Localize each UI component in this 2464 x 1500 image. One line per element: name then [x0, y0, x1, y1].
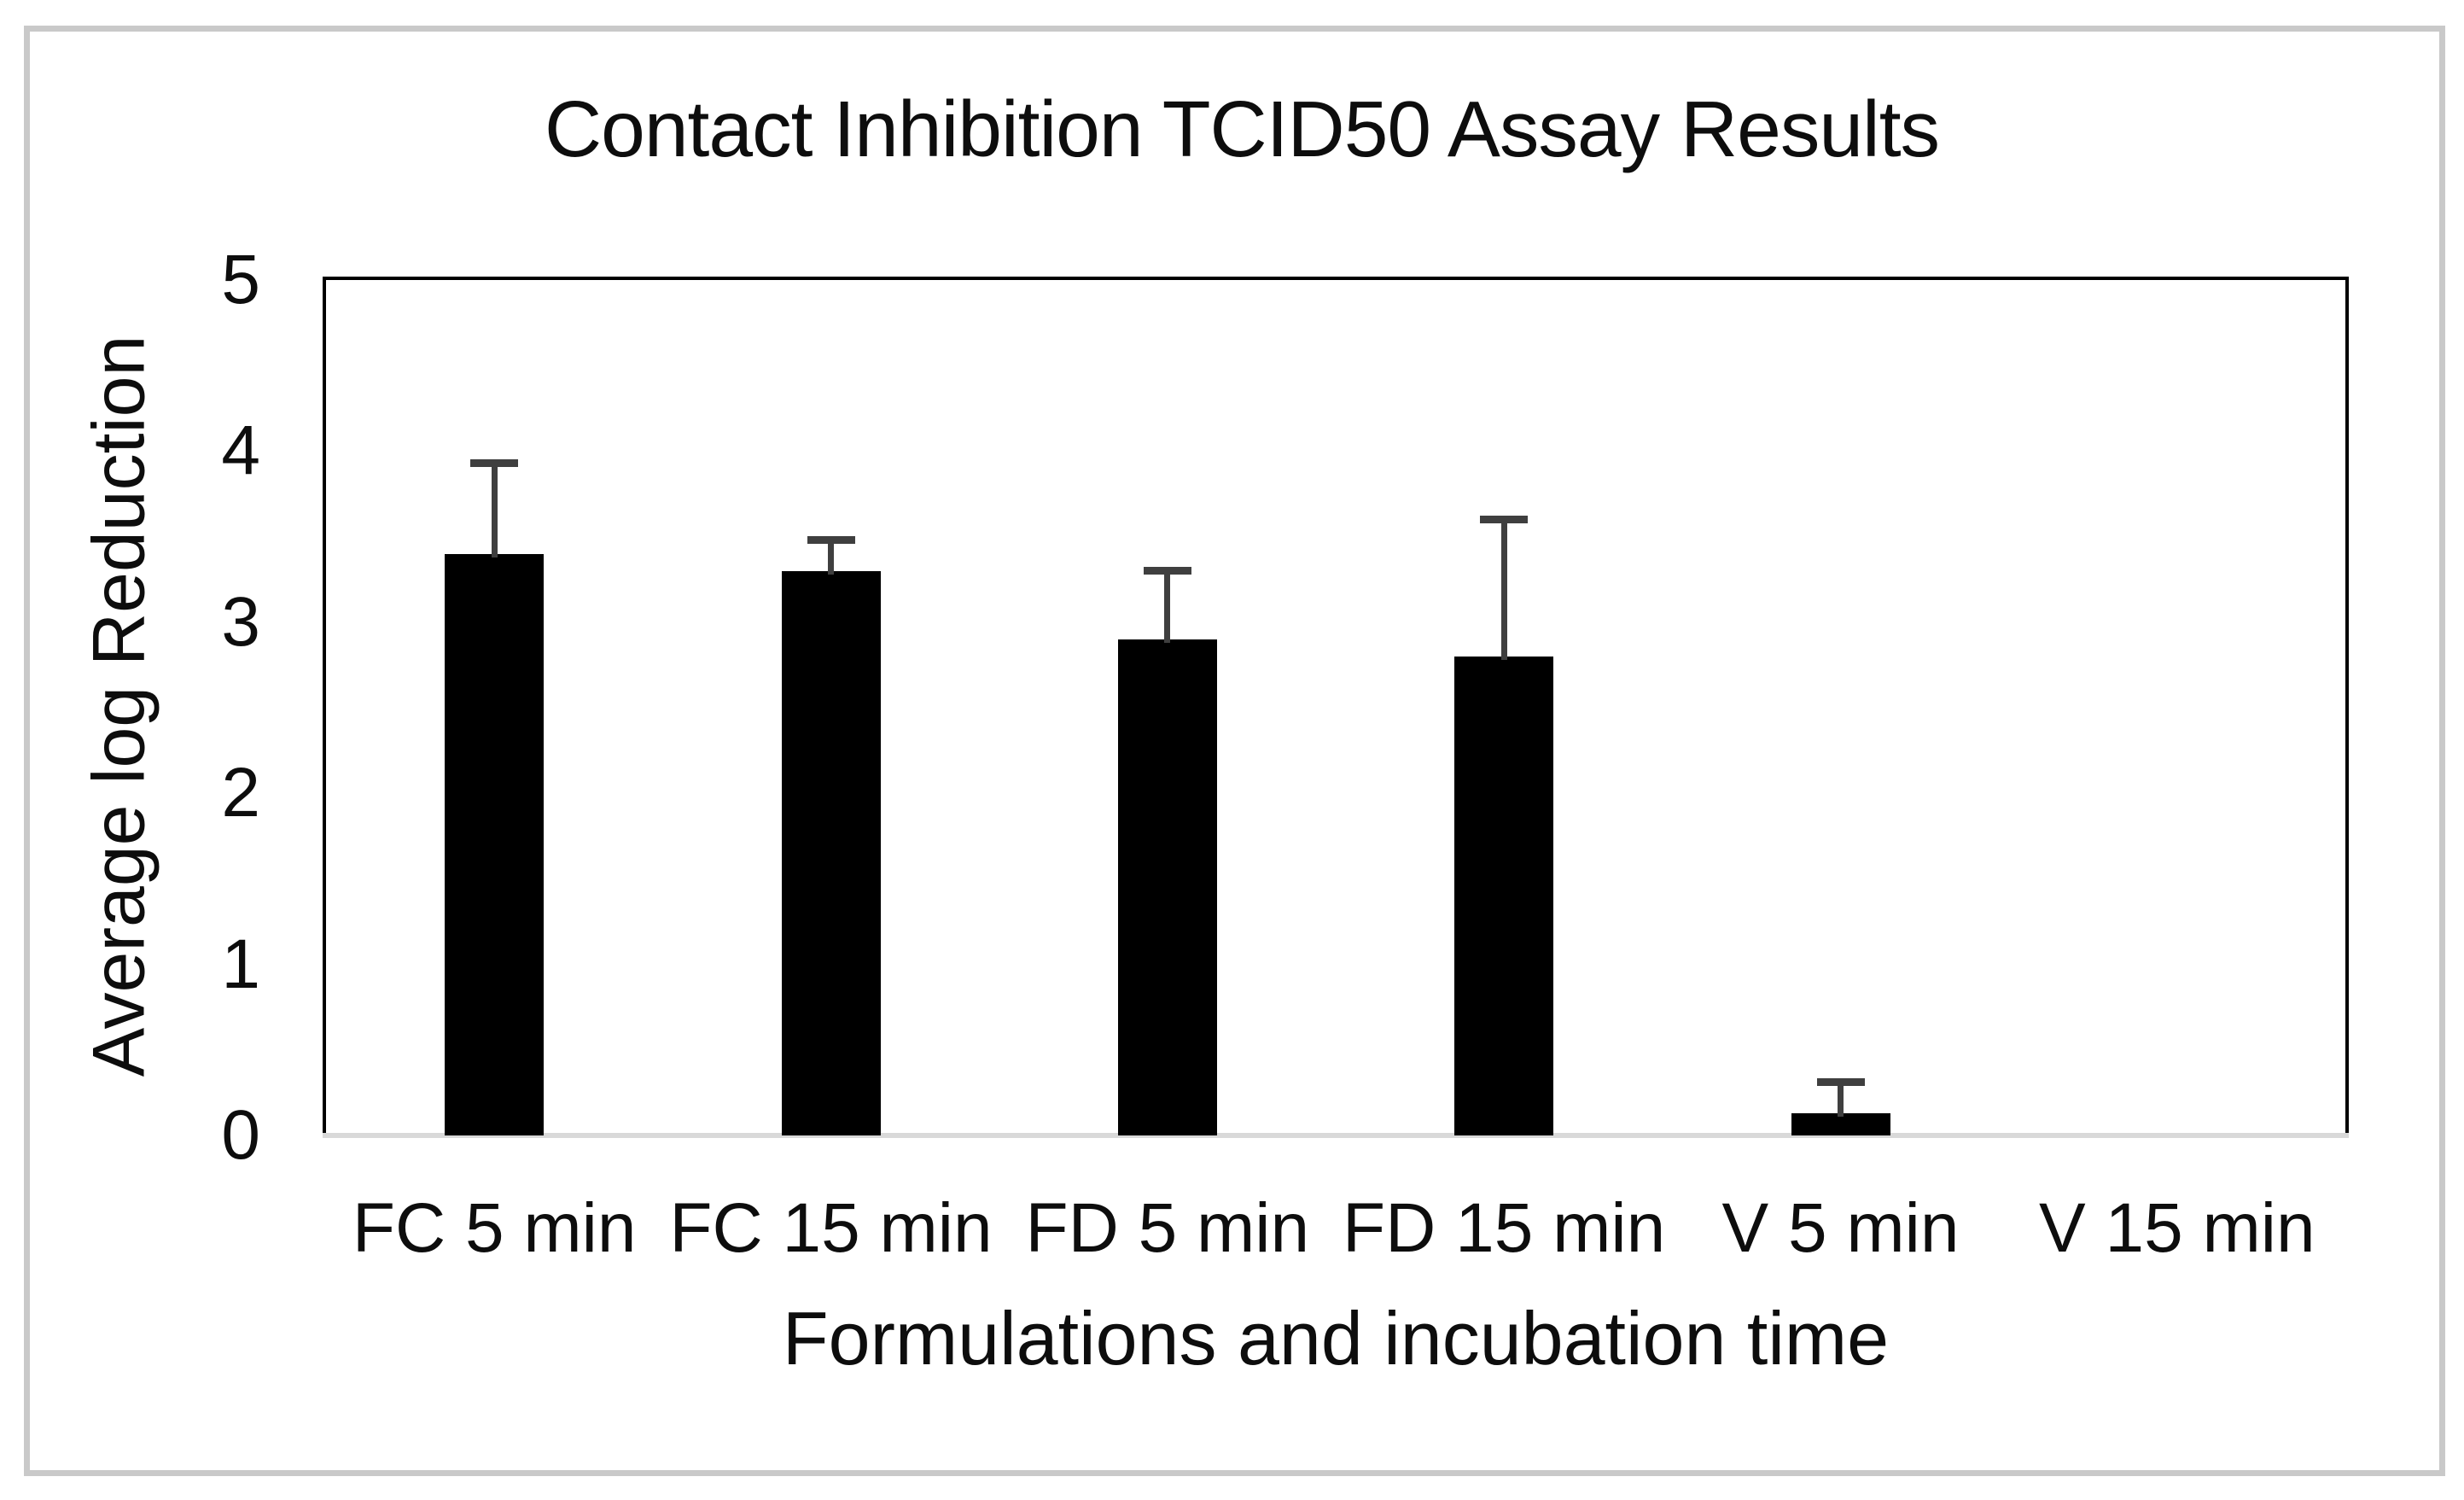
x-tick-label: FC 5 min: [352, 1189, 637, 1267]
y-tick-label: 2: [221, 754, 260, 832]
bar: [1117, 639, 1217, 1135]
x-tick-label: FD 5 min: [1025, 1189, 1310, 1267]
plot-area: [323, 277, 2349, 1138]
bar: [781, 570, 881, 1135]
x-tick-label: FD 15 min: [1343, 1189, 1666, 1267]
error-bar-whisker: [1164, 570, 1171, 643]
y-tick-label: 5: [221, 241, 260, 318]
error-bar-whisker: [1500, 519, 1507, 660]
y-tick-label: 0: [221, 1096, 260, 1174]
x-tick-label: V 5 min: [1721, 1189, 1960, 1267]
bar: [445, 553, 545, 1135]
error-bar-cap: [1143, 567, 1191, 575]
error-bar-whisker: [1838, 1082, 1844, 1117]
y-tick-label: 1: [221, 925, 260, 1003]
error-bar-cap: [1816, 1078, 1865, 1087]
bar: [1791, 1112, 1890, 1135]
y-tick-label: 4: [221, 411, 260, 490]
figure-border: [24, 26, 2445, 1476]
error-bar-whisker: [828, 540, 834, 575]
x-axis-baseline: [323, 1133, 2349, 1138]
chart-title: Contact Inhibition TCID50 Assay Results: [544, 85, 1940, 173]
error-bar-cap: [470, 458, 519, 467]
error-bar-whisker: [491, 463, 498, 557]
x-tick-label: V 15 min: [2039, 1189, 2315, 1267]
x-tick-label: FC 15 min: [669, 1189, 993, 1267]
error-bar-cap: [807, 536, 855, 545]
bar: [1454, 656, 1554, 1135]
y-tick-label: 3: [221, 582, 260, 661]
error-bar-cap: [1480, 516, 1529, 524]
x-axis-title: Formulations and incubation time: [782, 1296, 1890, 1380]
